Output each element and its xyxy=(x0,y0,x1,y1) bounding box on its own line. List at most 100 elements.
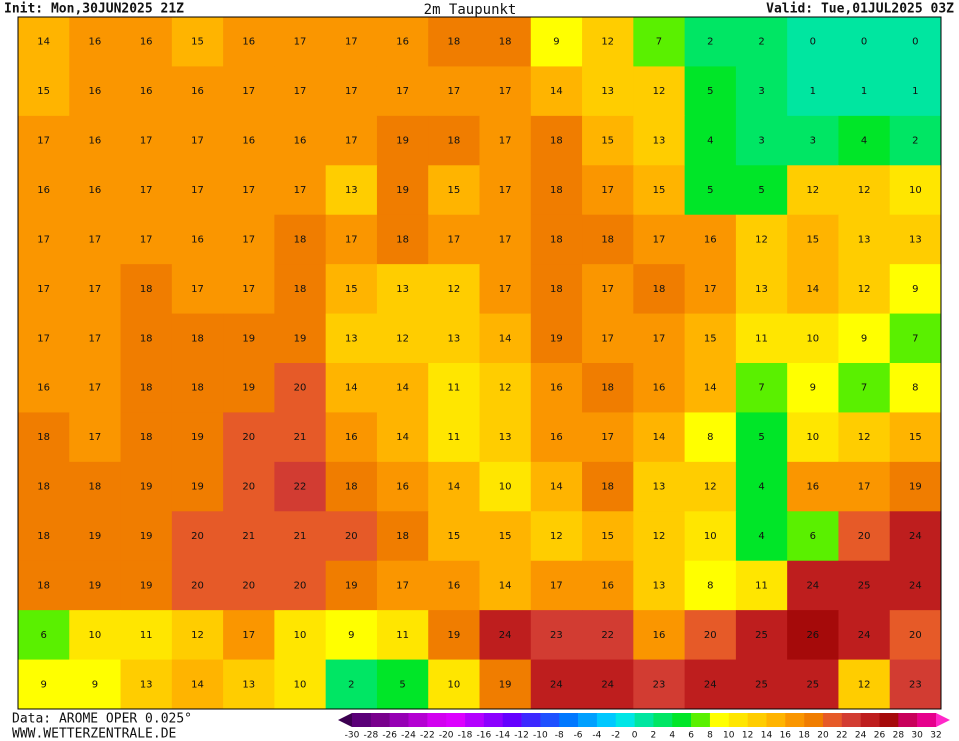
value-label: 10 xyxy=(806,432,819,443)
value-label: 17 xyxy=(89,333,102,344)
value-label: 17 xyxy=(653,234,666,245)
field-cell xyxy=(18,412,70,463)
field-cell xyxy=(530,461,583,512)
value-label: 18 xyxy=(550,234,563,245)
field-cell xyxy=(735,511,788,562)
field-cell xyxy=(69,115,122,166)
field-cell xyxy=(530,560,583,611)
colorbar-tick-label: -20 xyxy=(439,731,454,741)
value-label: 18 xyxy=(447,37,460,48)
value-label: 7 xyxy=(861,383,867,394)
colorbar-tick-label: 24 xyxy=(855,731,867,741)
value-label: 17 xyxy=(294,86,307,97)
value-label: 18 xyxy=(653,284,666,295)
field-cell xyxy=(325,511,378,562)
field-cell xyxy=(633,313,686,364)
value-label: 18 xyxy=(601,383,614,394)
value-label: 19 xyxy=(140,580,153,591)
field-cell xyxy=(787,313,839,364)
value-label: 17 xyxy=(294,37,307,48)
value-label: 14 xyxy=(499,580,512,591)
field-cell xyxy=(69,560,122,611)
field-cell xyxy=(120,17,173,67)
color-swatch xyxy=(634,713,654,727)
value-label: 1 xyxy=(810,86,816,97)
value-label: 25 xyxy=(755,630,768,641)
value-label: 14 xyxy=(653,432,666,443)
field-cell xyxy=(633,461,686,512)
value-label: 14 xyxy=(550,482,563,493)
colorbar-arrow-high xyxy=(936,713,950,727)
field-cell xyxy=(838,264,891,315)
field-cell xyxy=(376,461,429,512)
field-cell xyxy=(582,115,634,166)
value-label: 17 xyxy=(89,383,102,394)
field-cell xyxy=(889,66,942,117)
value-label: 18 xyxy=(294,234,307,245)
colorbar-tick-label: 18 xyxy=(798,731,810,741)
value-label: 18 xyxy=(550,284,563,295)
value-label: 6 xyxy=(40,630,46,641)
value-label: 16 xyxy=(242,37,255,48)
field-cell xyxy=(530,17,583,67)
field-cell xyxy=(171,461,224,512)
value-label: 17 xyxy=(294,185,307,196)
field-cell xyxy=(274,461,327,512)
value-label: 9 xyxy=(912,284,918,295)
value-label: 9 xyxy=(553,37,559,48)
field-cell xyxy=(69,363,122,413)
field-cell xyxy=(838,115,891,166)
colorbar-tick-label: -22 xyxy=(420,731,435,741)
field-cell xyxy=(274,264,327,315)
value-label: 17 xyxy=(601,432,614,443)
field-cell xyxy=(735,313,788,364)
value-label: 17 xyxy=(37,136,50,147)
field-cell xyxy=(684,363,737,413)
field-cell xyxy=(633,165,686,216)
color-swatch xyxy=(822,713,843,727)
value-label: 18 xyxy=(191,383,204,394)
field-cell xyxy=(325,115,378,166)
value-label: 2 xyxy=(758,37,764,48)
field-cell xyxy=(376,17,429,67)
value-label: 16 xyxy=(447,580,460,591)
color-swatch xyxy=(841,713,861,727)
value-label: 19 xyxy=(89,580,102,591)
field-cell xyxy=(838,511,891,562)
field-cell xyxy=(18,17,70,67)
value-label: 11 xyxy=(755,333,768,344)
value-label: 17 xyxy=(191,136,204,147)
field-cell xyxy=(787,17,839,67)
field-cell xyxy=(171,363,224,413)
field-cell xyxy=(428,461,480,512)
value-label: 9 xyxy=(348,630,354,641)
value-label: 14 xyxy=(396,432,409,443)
field-cell xyxy=(428,412,480,463)
field-cell xyxy=(787,511,839,562)
value-label: 14 xyxy=(191,679,204,690)
field-cell xyxy=(120,511,173,562)
value-label: 20 xyxy=(191,531,204,542)
field-cell xyxy=(582,412,634,463)
colorbar-tick-label: -16 xyxy=(477,731,492,741)
value-label: 24 xyxy=(909,580,922,591)
value-label: 25 xyxy=(755,679,768,690)
field-cell xyxy=(120,214,173,265)
value-label: 17 xyxy=(499,136,512,147)
value-label: 19 xyxy=(191,482,204,493)
colorbar: -30 -28 -26 -24 -22 -20 -18 -16 -14 -12 -10 -8 -6 -4-… xyxy=(338,713,950,741)
value-label: 18 xyxy=(550,185,563,196)
value-label: 19 xyxy=(242,383,255,394)
value-label: 10 xyxy=(909,185,922,196)
field-cell xyxy=(274,66,327,117)
field-cell xyxy=(530,66,583,117)
field-cell xyxy=(530,115,583,166)
field-cell xyxy=(787,659,839,710)
value-label: 16 xyxy=(345,432,358,443)
value-label: 19 xyxy=(396,185,409,196)
field-cell xyxy=(684,412,737,463)
value-label: 9 xyxy=(861,333,867,344)
value-label: 13 xyxy=(345,333,358,344)
value-label: 20 xyxy=(294,383,307,394)
value-label: 17 xyxy=(242,630,255,641)
